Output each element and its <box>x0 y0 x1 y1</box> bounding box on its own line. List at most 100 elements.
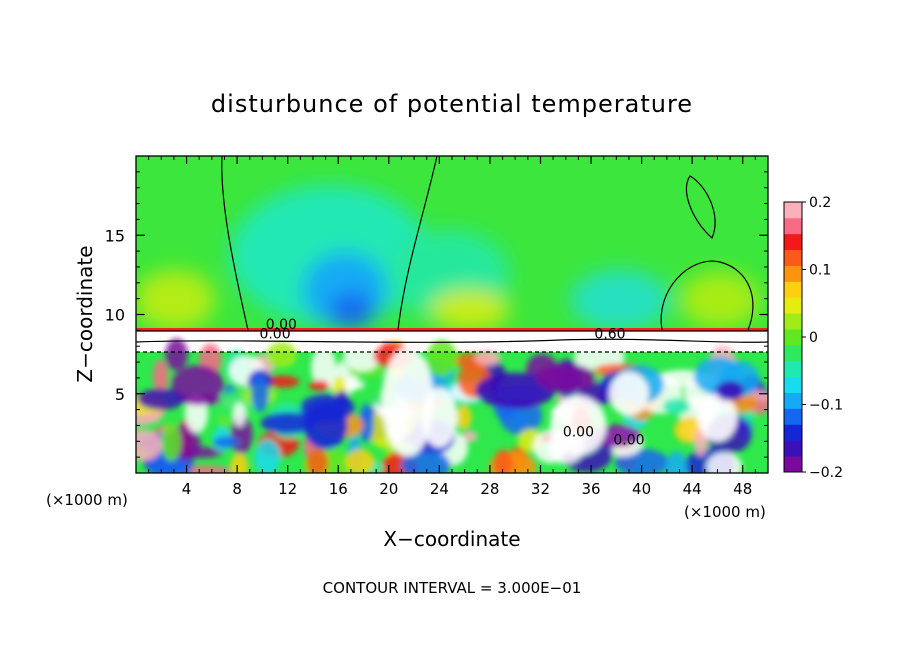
lower-field-blob <box>306 448 329 473</box>
contour-right-island <box>660 260 754 331</box>
x-tick-label: 4 <box>182 480 192 498</box>
lower-field-blob <box>493 449 513 473</box>
colorbar-swatch <box>784 265 802 282</box>
x-axis: 4 8 12 16 20 24 28 32 36 40 44 48 <box>148 156 756 498</box>
lower-field-blob <box>260 412 316 434</box>
upper-anomaly-yellow-right <box>680 272 760 328</box>
lower-field-feature <box>381 346 434 457</box>
lower-field-blob <box>665 451 688 473</box>
lower-field-blob <box>137 388 185 410</box>
colorbar-swatch <box>784 249 802 266</box>
lower-field-blob <box>358 403 374 443</box>
colorbar-tick-label: −0.1 <box>809 398 843 414</box>
lower-field-blob <box>662 398 691 415</box>
x-tick-label: 8 <box>232 480 242 498</box>
colorbar-swatch <box>784 329 802 346</box>
x-unit-left: (×1000 m) <box>46 491 128 509</box>
x-tick-label: 44 <box>683 480 702 498</box>
colorbar-swatch <box>784 392 802 409</box>
lower-field-feature <box>535 363 596 392</box>
y-tick-label: 15 <box>105 226 125 245</box>
upper-anomaly-cyan-far <box>570 270 670 330</box>
lower-field-feature <box>475 372 556 409</box>
lower-field-blob <box>456 404 472 430</box>
lower-field-blob <box>230 452 249 473</box>
y-tick-label: 10 <box>105 306 125 325</box>
colorbar-swatch <box>784 217 802 235</box>
upper-anomaly-yellow-mid <box>430 290 510 330</box>
lower-field-feature <box>421 387 458 448</box>
contour-top-right <box>685 175 716 240</box>
lower-field-blob <box>165 338 188 371</box>
contour-lines <box>136 156 768 353</box>
contour-left <box>221 156 249 331</box>
x-tick-label: 36 <box>581 480 600 498</box>
lower-field-blob <box>311 346 337 389</box>
x-tick-label: 48 <box>733 480 752 498</box>
contour-label: 0.00 <box>563 425 594 441</box>
x-tick-label: 28 <box>480 480 499 498</box>
lower-field-blob <box>474 349 501 366</box>
x-axis-label: X−coordinate <box>383 527 520 551</box>
colorbar-tick-label: 0 <box>809 330 818 346</box>
x-tick-label: 32 <box>531 480 550 498</box>
colorbar-swatch <box>784 360 802 378</box>
upper-anomaly-yellow-left <box>136 270 215 330</box>
upper-field <box>136 185 760 330</box>
contour-middle <box>397 156 438 331</box>
y-axis-label: Z−coordinate <box>73 245 97 382</box>
lower-field-feature <box>697 393 738 442</box>
colorbar-swatch <box>784 297 802 314</box>
lower-field-blob <box>171 365 224 405</box>
colorbar-swatch <box>784 408 802 425</box>
lower-field-blob <box>254 439 281 473</box>
colorbar-swatch <box>784 281 802 298</box>
lower-field-feature <box>608 371 649 416</box>
contour-interval-note: CONTOUR INTERVAL = 3.000E−01 <box>323 579 582 597</box>
lower-field-feature <box>716 380 745 401</box>
colorbar-swatch <box>784 202 802 219</box>
colorbar-tick-label: 0.2 <box>809 195 831 211</box>
colorbar-swatch <box>784 440 802 457</box>
lower-field-feature <box>550 395 607 456</box>
lower-field-blob <box>308 380 330 391</box>
colorbar-swatch <box>784 313 802 330</box>
lower-field-blob <box>426 339 458 377</box>
lower-field-blob <box>161 422 181 462</box>
lower-field-blob <box>179 465 233 473</box>
lower-field-blob <box>251 374 269 413</box>
lower-field-blob <box>136 429 163 462</box>
x-tick-label: 12 <box>278 480 297 498</box>
lower-field-blob <box>345 449 375 473</box>
colorbar-swatch <box>784 456 802 473</box>
x-tick-label: 40 <box>632 480 651 498</box>
plot-area: 0.000.00 0.600.00 0.00 <box>136 156 768 473</box>
lower-field-blob <box>152 359 169 394</box>
chart-title: disturbunce of potential temperature <box>211 90 693 118</box>
colorbar-swatch <box>784 233 802 251</box>
x-tick-label: 16 <box>329 480 348 498</box>
lower-field-blob <box>213 436 241 448</box>
lower-field-blob <box>343 338 382 372</box>
contour-label: 0.00 <box>266 317 297 333</box>
lower-field-blob <box>400 450 451 473</box>
colorbar-swatch <box>784 376 802 393</box>
inversion-band-top-line <box>136 328 768 331</box>
upper-anomaly-deep <box>330 292 374 328</box>
x-tick-label: 24 <box>430 480 449 498</box>
lower-field <box>136 338 768 473</box>
lower-field-blob <box>266 342 298 368</box>
colorbar: 0.2 0.1 0 −0.1 −0.2 <box>783 195 843 481</box>
contour-label: 0.00 <box>259 326 290 342</box>
contour-label: 0.00 <box>613 432 644 448</box>
x-unit-right: (×1000 m) <box>684 503 766 521</box>
colorbar-tick-label: 0.1 <box>809 263 831 279</box>
colorbar-swatch <box>784 424 802 441</box>
lower-field-blob <box>706 452 743 473</box>
contour-label-group: 0.000.00 0.600.00 0.00 <box>259 317 644 449</box>
colorbar-tick-label: −0.2 <box>809 465 843 481</box>
y-tick-label: 5 <box>115 385 125 404</box>
contour-band-mid <box>136 338 768 343</box>
colorbar-swatch <box>784 344 802 362</box>
